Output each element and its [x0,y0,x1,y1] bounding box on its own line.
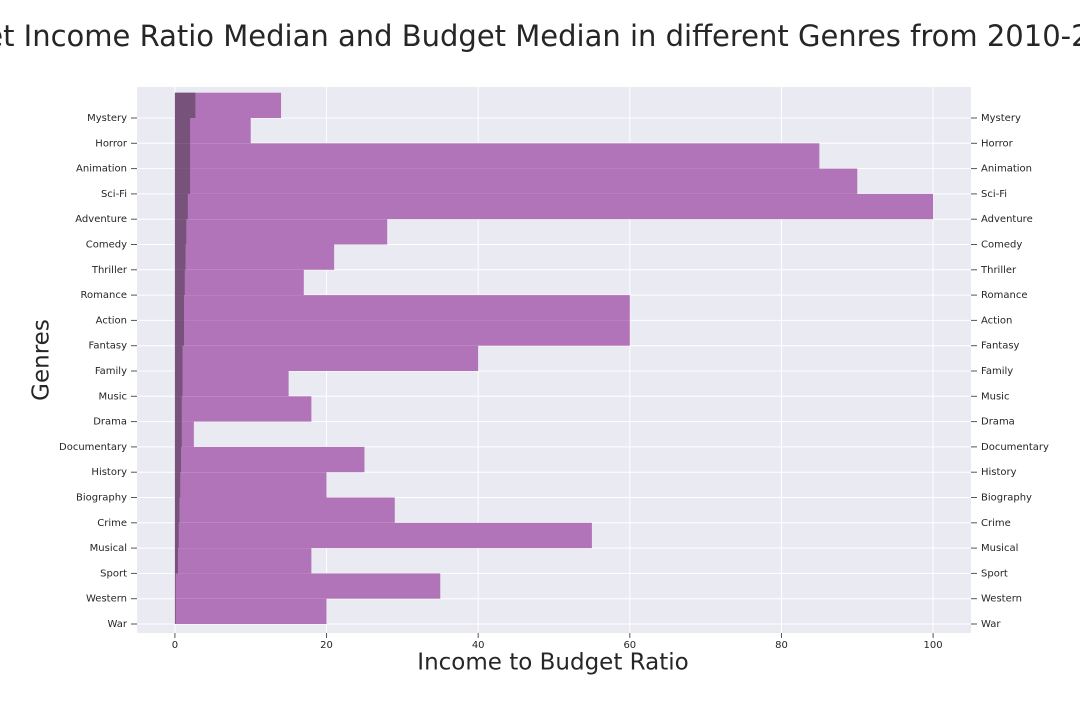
bar [174,269,304,296]
x-tick-label: 60 [623,640,636,651]
bar [174,295,630,321]
y-tick-label: Fantasy [89,341,128,352]
y2-tick-label: Fantasy [981,341,1020,352]
labels: 0 20 40 60 80 100 Mystery Mystery Horror Horror An… [59,113,1049,651]
bar [174,269,185,296]
y2-tick-label: Documentary [981,442,1049,453]
bar [174,522,179,549]
bar [174,345,479,371]
y-tick-label: Comedy [86,240,127,251]
y-tick-label: Horror [95,138,128,149]
y-axis-label: Genres [29,319,55,401]
bar [174,320,630,346]
y2-tick-label: Musical [981,543,1018,554]
y2-tick-label: Comedy [981,240,1022,251]
y-tick-label: Romance [81,290,127,301]
y2-tick-label: Adventure [981,214,1033,225]
y2-tick-label: Romance [981,290,1027,301]
bar [174,371,289,397]
y2-tick-label: History [981,467,1017,478]
y2-tick-label: Family [981,366,1013,377]
bar [174,598,176,624]
y-tick-label: Documentary [59,442,127,453]
bar [174,548,178,574]
y2-tick-label: War [981,619,1001,630]
bar [174,193,934,220]
y-tick-label: Music [99,391,127,402]
y-tick-label: Sci-Fi [101,189,127,200]
bar [174,396,312,422]
y-tick-label: Mystery [87,113,127,124]
y2-tick-label: Crime [981,518,1011,529]
y-tick-label: Thriller [91,265,128,276]
bar [174,168,858,194]
bar [174,219,388,245]
y2-tick-label: Horror [981,138,1014,149]
x-tick-label: 0 [172,640,178,651]
bar [174,497,180,523]
bar [174,573,176,599]
bar [174,295,185,321]
y2-tick-label: Western [981,594,1022,605]
bar [174,421,182,447]
x-tick-label: 20 [320,640,333,651]
y2-tick-label: Biography [981,493,1032,504]
y2-tick-label: Animation [981,164,1032,175]
bar [174,573,441,599]
bar [174,396,182,422]
y2-tick-label: Sci-Fi [981,189,1007,200]
bar [174,143,820,169]
y2-tick-label: Music [981,391,1009,402]
bar [174,446,365,473]
y-tick-label: History [91,467,127,478]
y2-tick-label: Thriller [980,265,1017,276]
x-tick-label: 100 [924,640,943,651]
bar [174,320,185,346]
bar [174,92,196,118]
bar [174,446,181,473]
bar [174,118,191,144]
y2-tick-label: Drama [981,417,1015,428]
y-tick-label: Animation [76,164,127,175]
y-tick-label: Family [95,366,127,377]
y-tick-label: Western [86,594,127,605]
bar [174,548,312,574]
y-tick-label: Biography [76,493,127,504]
y-tick-label: Sport [100,568,127,579]
y2-tick-label: Sport [981,568,1008,579]
bar [174,497,395,523]
bar [174,345,183,371]
bar [174,371,183,397]
bar [174,522,592,549]
y-tick-label: Action [96,315,127,326]
bar [174,193,188,220]
y-tick-label: Musical [90,543,127,554]
bar [174,244,335,270]
bar [174,472,327,498]
bar [174,219,187,245]
chart-title: Net Income Ratio Median and Budget Media… [0,19,1080,53]
y-tick-label: Drama [93,417,127,428]
y2-tick-label: Mystery [981,113,1021,124]
x-axis-label: Income to Budget Ratio [417,650,688,676]
bar [174,472,181,498]
y-tick-label: Crime [97,518,127,529]
x-tick-label: 40 [472,640,485,651]
bars [174,92,934,624]
y-tick-label: War [108,619,128,630]
bar [174,244,186,270]
y2-tick-label: Action [981,315,1012,326]
bar [174,168,191,194]
x-tick-label: 80 [775,640,788,651]
y-tick-label: Adventure [75,214,127,225]
bar [174,143,191,169]
bar [174,598,327,624]
